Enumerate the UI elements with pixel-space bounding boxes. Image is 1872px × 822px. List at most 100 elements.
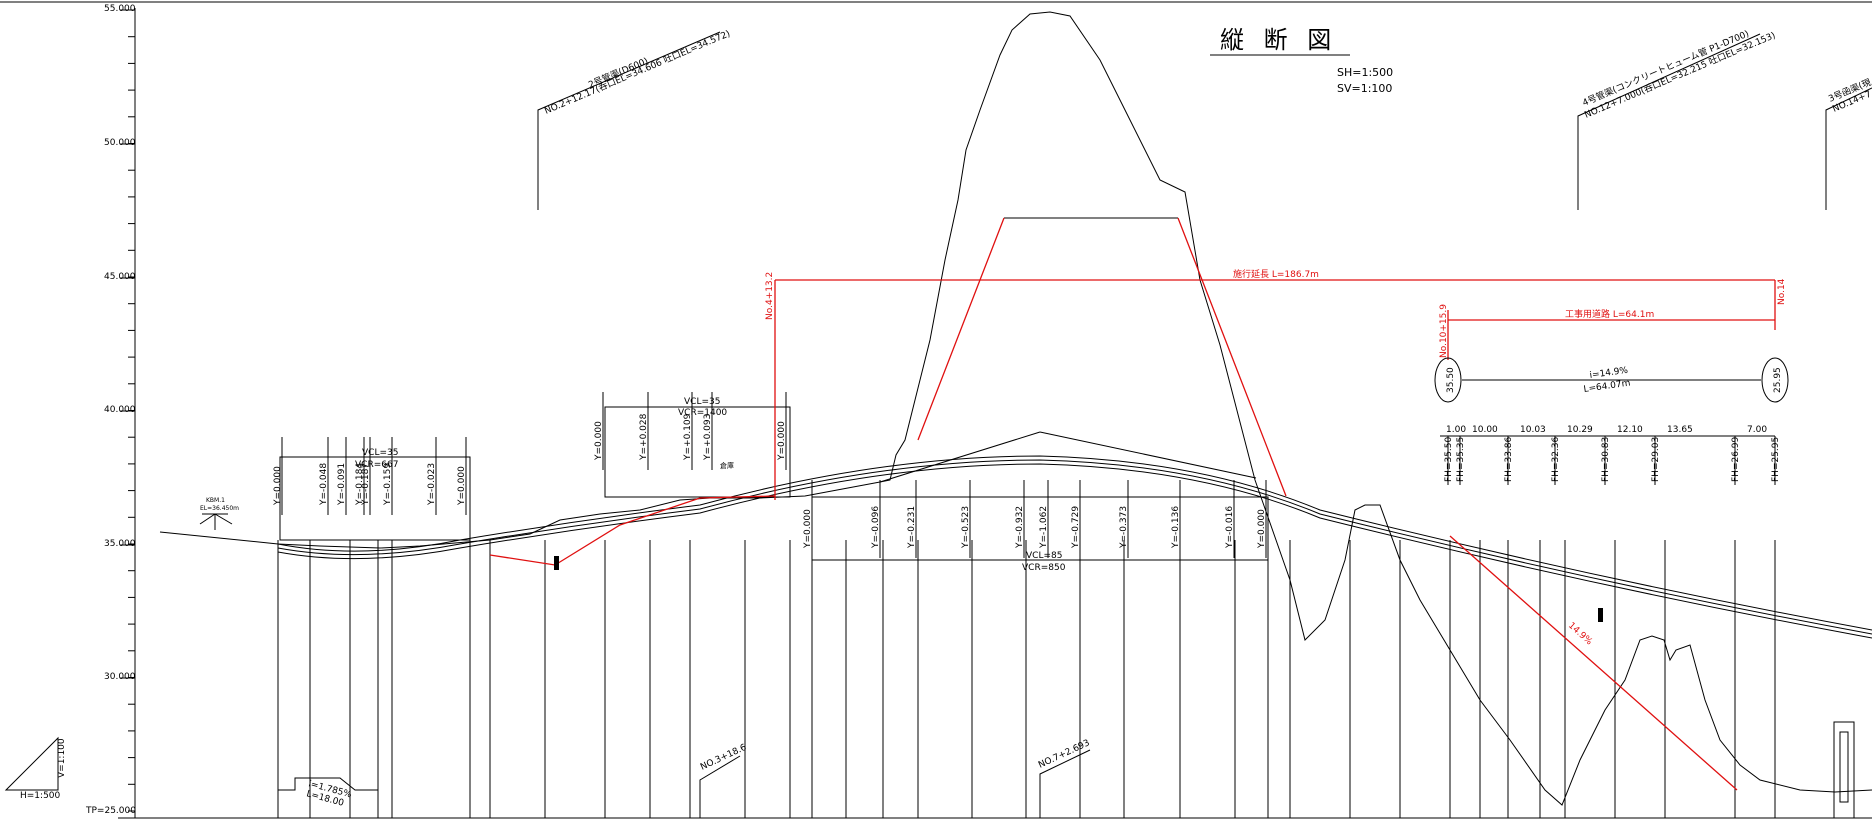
interval-label: 1.00 bbox=[1446, 425, 1466, 435]
offset-label: Y=+0.093 bbox=[703, 414, 713, 461]
offset-labels-2: Y=0.000 Y=+0.028 Y=+0.109 Y=+0.093 Y=0.000 bbox=[594, 392, 787, 470]
fh-label: FH=32.36 bbox=[1551, 436, 1561, 482]
scale-v-label: V=1:100 bbox=[57, 738, 67, 778]
station-2-leader bbox=[1039, 749, 1091, 818]
offset-label: Y=-0.048 bbox=[319, 463, 329, 506]
axis-label-35: 35.000 bbox=[104, 539, 136, 549]
offset-label: Y=-0.091 bbox=[337, 463, 347, 506]
drainage-red-line bbox=[489, 495, 776, 566]
road-line-mid bbox=[277, 459, 1872, 635]
bm-value: EL=36.450m bbox=[200, 505, 239, 512]
offset-box-2 bbox=[604, 406, 791, 498]
curve1-vcl: VCL=35 bbox=[362, 448, 398, 458]
interval-label: 10.00 bbox=[1472, 425, 1498, 435]
cut-slope-left bbox=[917, 217, 1005, 441]
slope-label: 14.9% bbox=[1566, 621, 1594, 648]
offset-label: Y=-0.184 bbox=[355, 463, 365, 506]
pipe2-leader bbox=[537, 31, 721, 210]
elevation-circle-right bbox=[1761, 357, 1789, 403]
fh-label: FH=30.83 bbox=[1601, 437, 1611, 482]
bm-leg-left bbox=[199, 513, 216, 525]
scale-triangle-shape bbox=[4, 736, 59, 791]
fh-label: FH=35.35 bbox=[1456, 437, 1466, 482]
axis-label-40: 40.000 bbox=[104, 405, 136, 415]
road-line-bottom bbox=[277, 463, 1872, 639]
elevation-circle-left-value: 35.50 bbox=[1446, 367, 1456, 393]
interval-label: 7.00 bbox=[1747, 425, 1767, 435]
pipe-symbol-1-shape bbox=[554, 556, 559, 570]
work-road-slope-line bbox=[1449, 535, 1738, 791]
work-road-station: No.10+15.9 bbox=[1439, 304, 1449, 358]
curve3-vcl: VCL=85 bbox=[1026, 551, 1062, 561]
offset-label: Y=0.000 bbox=[457, 466, 467, 506]
station-end-label: No.14 bbox=[1777, 278, 1787, 305]
road-table-rows: 1.00 10.00 10.03 10.29 12.10 13.65 7.00 FH=35.5… bbox=[1444, 425, 1781, 485]
pipe-symbol-2-shape bbox=[1598, 608, 1603, 622]
offset-label: Y=0.000 bbox=[594, 421, 604, 461]
axis-label-55: 55.000 bbox=[104, 4, 136, 14]
elevation-circle-left bbox=[1434, 357, 1462, 403]
fh-label: FH=26.99 bbox=[1731, 436, 1741, 482]
offset-label: Y=-0.932 bbox=[1015, 506, 1025, 549]
pipe4-detail: NO.12+7.000(呑口EL=32.215 吐口EL=32.153) bbox=[1583, 30, 1777, 121]
cut-slope bbox=[879, 217, 1287, 497]
fh-label: FH=29.03 bbox=[1651, 437, 1661, 482]
offset-label: Y=-0.016 bbox=[1225, 506, 1235, 549]
offset-label: Y=+0.109 bbox=[683, 413, 693, 461]
offset-label: Y=-0.096 bbox=[871, 506, 881, 549]
offset-group-1: VCL=35 VCR=667 Y=0.000 Y=-0.048 Y=-0.091 Y=… bbox=[273, 437, 471, 541]
offset-label: Y=+0.028 bbox=[639, 413, 649, 461]
drawing-title: 縦 断 図 bbox=[1220, 26, 1337, 54]
pipe-symbol-2 bbox=[1598, 608, 1603, 622]
pipe4-callout: 4号管渠(コンクリートヒューム管 P1-D700) NO.12+7.000(呑口… bbox=[1577, 27, 1777, 210]
title-block: 縦 断 図 SH=1:500 SV=1:100 bbox=[1210, 26, 1393, 95]
construction-extent: 施行延長 L=186.7m No.4+13.2 No.14 bbox=[765, 268, 1787, 500]
elevation-axis: 55.000 50.000 45.000 40.000 35.000 30.00… bbox=[85, 4, 136, 818]
storage-label: 倉庫 bbox=[720, 461, 734, 470]
fh-label: FH=35.50 bbox=[1444, 436, 1454, 482]
interval-label: 10.29 bbox=[1567, 425, 1593, 435]
road-elevation-table: 35.50 25.95 i=14.9% L=64.07m 1.00 10.00 10… bbox=[1434, 357, 1789, 485]
work-road-label: 工事用道路 L=64.1m bbox=[1565, 308, 1654, 320]
interval-label: 10.03 bbox=[1520, 425, 1546, 435]
offset-label: Y=-0.159 bbox=[383, 463, 393, 506]
offset-label: Y=0.000 bbox=[1257, 509, 1267, 549]
station-marker-1: NO.3+18.6 bbox=[699, 743, 748, 818]
pipe2-detail: NO.2+12.17(呑口EL=34.606 吐口EL=34.572) bbox=[543, 28, 732, 117]
scale-triangle: V=1:100 H=1:500 bbox=[4, 736, 67, 801]
axis-label-50: 50.000 bbox=[104, 138, 136, 148]
offset-label: Y=-0.523 bbox=[961, 506, 971, 549]
culvert-outline bbox=[278, 777, 379, 818]
elevation-circle-right-value: 25.95 bbox=[1773, 367, 1783, 393]
right-edge-structure bbox=[1833, 721, 1855, 819]
bm-leg-right bbox=[214, 513, 233, 525]
axis-label-30: 30.000 bbox=[104, 672, 136, 682]
offset-label: Y=-1.062 bbox=[1039, 506, 1049, 549]
pipe3-callout: 3号函渠(現 NO.14+7 bbox=[1825, 76, 1872, 210]
offset-label: Y=-0.231 bbox=[907, 506, 917, 549]
pipe4-name: 4号管渠(コンクリートヒューム管 P1-D700) bbox=[1580, 27, 1750, 108]
pipe-symbol-1 bbox=[554, 556, 559, 570]
bottom-culvert-detail: i=1.785% L=18.00 bbox=[278, 777, 379, 818]
offset-box-1 bbox=[279, 456, 471, 541]
pipe2-callout: 2号管渠(D600) NO.2+12.17(呑口EL=34.606 吐口EL=3… bbox=[537, 28, 732, 210]
offset-group-2: VCL=35 VCR=1400 Y=0.000 Y=+0.028 Y=+0.109 Y… bbox=[594, 392, 791, 498]
station-marker-2: NO.7+2.693 bbox=[1037, 738, 1091, 818]
offset-labels-3: Y=0.000 Y=-0.096 Y=-0.231 Y=-0.523 Y=-0.932 Y… bbox=[803, 480, 1267, 558]
axis-base-label: TP=25.000 bbox=[85, 806, 136, 816]
structure-box bbox=[1833, 721, 1855, 819]
curve2-vcr: VCR=1400 bbox=[678, 408, 727, 418]
cut-roof-right bbox=[1039, 431, 1257, 479]
interval-label: 12.10 bbox=[1617, 425, 1643, 435]
pipe4-leader bbox=[1577, 33, 1761, 210]
offset-label: Y=-0.136 bbox=[1171, 506, 1181, 549]
offset-label: Y=-0.187 bbox=[361, 463, 371, 506]
scale-sh: SH=1:500 bbox=[1337, 66, 1393, 79]
axis-minor-ticks bbox=[128, 9, 135, 812]
bench-mark: KBM.1 EL=36.450m bbox=[199, 497, 239, 530]
interval-label: 13.65 bbox=[1667, 425, 1693, 435]
structure-inner bbox=[1839, 731, 1849, 803]
construction-length-label: 施行延長 L=186.7m bbox=[1233, 268, 1319, 280]
pipe3-leader bbox=[1825, 87, 1872, 210]
